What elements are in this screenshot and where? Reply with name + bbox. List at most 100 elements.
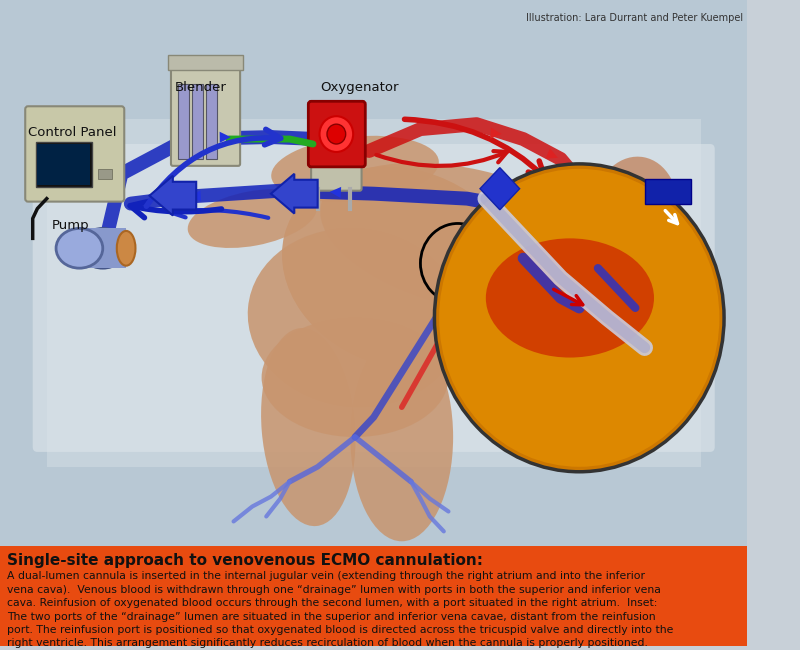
Bar — [0, 113, 747, 114]
Bar — [0, 469, 747, 471]
Bar — [0, 386, 747, 387]
Bar — [0, 140, 747, 141]
Bar — [0, 454, 747, 456]
Bar — [0, 392, 747, 393]
Bar — [0, 240, 747, 241]
Bar — [0, 413, 747, 414]
Bar — [0, 348, 747, 349]
Bar — [0, 265, 747, 266]
Bar — [0, 147, 747, 148]
Bar — [0, 393, 747, 394]
Bar — [0, 123, 747, 124]
Bar — [0, 303, 747, 304]
Bar — [0, 247, 747, 248]
Bar — [0, 409, 747, 410]
Bar — [0, 299, 747, 300]
Bar — [0, 126, 747, 127]
Bar — [0, 164, 747, 166]
Bar — [0, 489, 747, 490]
Bar — [0, 192, 747, 194]
Bar — [0, 484, 747, 486]
Bar — [0, 146, 747, 147]
Bar — [0, 204, 747, 205]
Bar — [0, 216, 747, 217]
Bar — [0, 431, 747, 432]
Polygon shape — [594, 228, 635, 258]
Bar — [0, 110, 747, 111]
Text: Pump: Pump — [51, 218, 89, 231]
Bar — [38, 144, 90, 185]
Bar — [0, 273, 747, 274]
Ellipse shape — [248, 228, 462, 408]
Bar — [0, 150, 747, 151]
Bar — [0, 401, 747, 402]
Bar — [0, 432, 747, 433]
Bar — [0, 313, 747, 315]
Bar — [0, 491, 747, 493]
Bar — [0, 108, 747, 109]
Bar — [0, 495, 747, 497]
Bar — [0, 429, 747, 430]
Bar — [0, 157, 747, 158]
Bar — [0, 322, 747, 324]
Bar — [0, 122, 747, 123]
Bar — [0, 235, 747, 236]
Bar — [0, 364, 747, 365]
Bar — [0, 366, 747, 367]
Bar — [0, 375, 747, 376]
Bar — [0, 133, 747, 134]
Bar — [0, 287, 747, 288]
Bar — [0, 266, 747, 267]
Bar — [0, 156, 747, 157]
Bar — [480, 168, 520, 210]
Bar — [0, 324, 747, 326]
Bar — [0, 452, 747, 454]
Bar — [0, 138, 747, 139]
Bar — [0, 241, 747, 242]
Bar — [0, 335, 747, 337]
Bar — [0, 224, 747, 225]
Bar — [0, 280, 747, 281]
Bar — [0, 149, 747, 150]
Bar — [0, 374, 747, 375]
Bar — [0, 233, 747, 234]
Bar — [0, 101, 747, 102]
Bar — [0, 444, 747, 445]
Bar — [0, 426, 747, 427]
Bar — [0, 390, 747, 391]
Bar — [0, 428, 747, 429]
Bar — [0, 272, 747, 273]
Bar — [0, 161, 747, 162]
Bar — [0, 269, 747, 270]
Bar — [0, 371, 747, 372]
Bar — [0, 206, 747, 207]
Bar — [0, 258, 747, 259]
Bar — [0, 421, 747, 422]
Bar — [0, 301, 747, 302]
Text: The two ports of the “drainage” lumen are situated in the superior and inferior : The two ports of the “drainage” lumen ar… — [7, 612, 656, 621]
Bar — [0, 134, 747, 135]
Bar — [0, 389, 747, 390]
Bar — [0, 125, 747, 126]
Bar — [0, 420, 747, 421]
Bar — [0, 448, 747, 450]
Bar — [0, 211, 747, 213]
Bar — [0, 328, 747, 330]
Bar — [0, 394, 747, 395]
Bar — [0, 465, 747, 467]
Bar — [0, 360, 747, 361]
Bar — [0, 458, 747, 459]
Bar — [0, 359, 747, 360]
Bar — [0, 384, 747, 385]
Bar — [0, 277, 747, 278]
Bar — [0, 456, 747, 457]
Bar — [0, 198, 747, 200]
Bar — [0, 381, 747, 382]
Bar — [0, 205, 747, 206]
FancyBboxPatch shape — [311, 102, 362, 190]
Bar — [0, 365, 747, 366]
FancyArrow shape — [150, 176, 196, 216]
Bar — [0, 376, 747, 377]
Bar — [0, 179, 747, 181]
Bar — [0, 263, 747, 264]
